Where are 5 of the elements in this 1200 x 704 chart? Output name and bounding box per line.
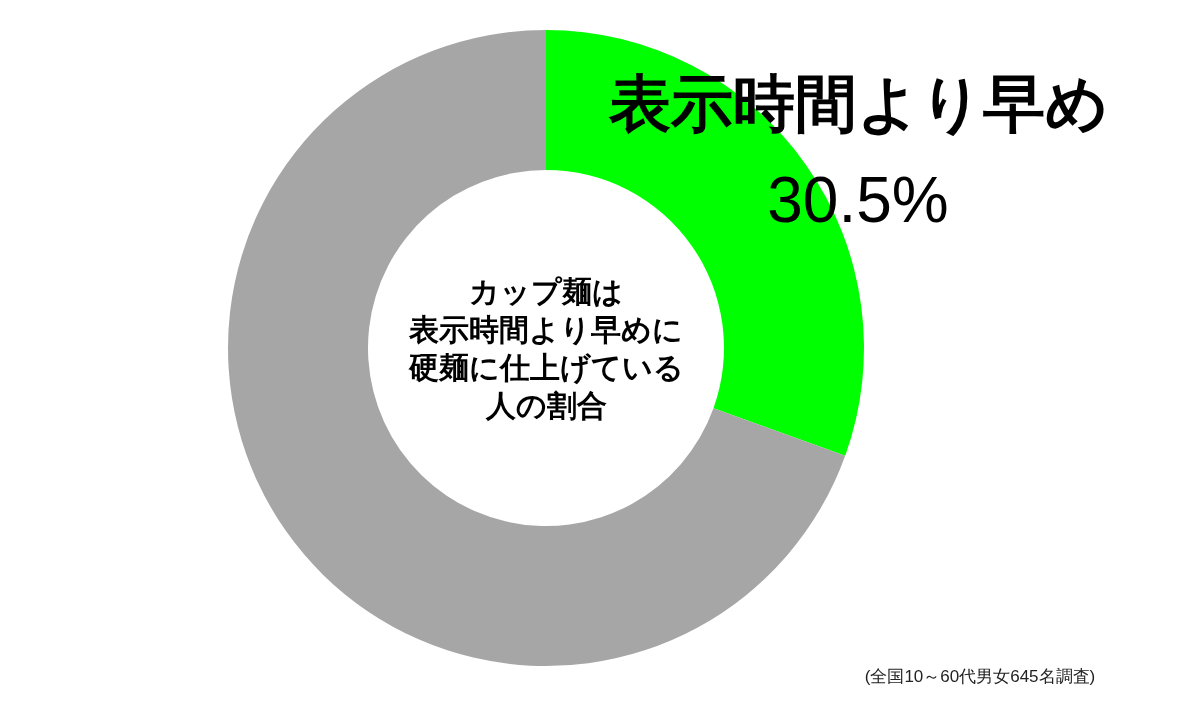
annotation: 硬麺に仕上げている (408, 351, 684, 384)
annotation: (全国10～60代男女645名調査) (864, 667, 1096, 686)
annotation: 表示時間より早めに (409, 313, 683, 346)
annotation: 人の割合 (485, 389, 607, 422)
annotation: カップ麺は (469, 275, 623, 308)
